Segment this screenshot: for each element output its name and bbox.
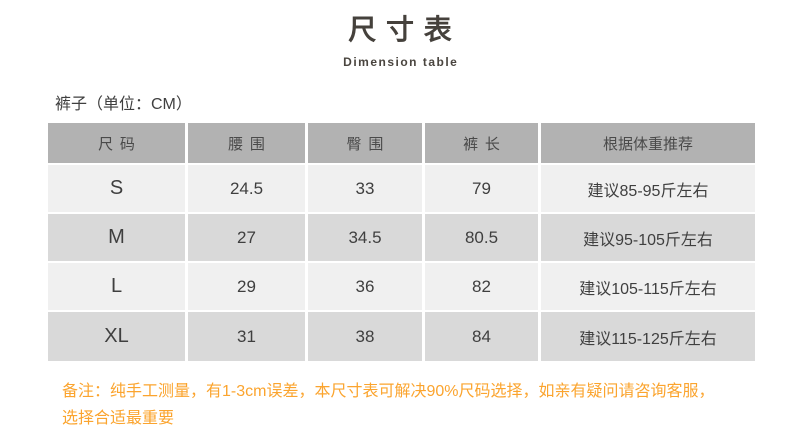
- cell-recommendation: 建议105-115斤左右: [541, 263, 755, 313]
- cell-length: 79: [425, 165, 541, 215]
- col-header-hip: 臀围: [308, 123, 425, 166]
- cell-length: 82: [425, 263, 541, 313]
- table-row-m: M 27 34.5 80.5 建议95-105斤左右: [48, 214, 755, 264]
- col-header-waist: 腰围: [188, 123, 308, 166]
- cell-hip: 38: [308, 312, 425, 362]
- page-title: 尺寸表: [348, 14, 462, 45]
- cell-hip: 33: [308, 165, 425, 215]
- unit-label: 裤子（单位：CM）: [55, 96, 192, 114]
- size-table-header: 尺码 腰围 臀围 裤长 根据体重推荐: [48, 123, 755, 166]
- note-line-2: 选择合适最重要: [62, 410, 175, 428]
- cell-waist: 27: [188, 214, 308, 264]
- note-line-1: 备注：纯手工测量，有1-3cm误差，本尺寸表可解决90%尺码选择，如亲有疑问请咨…: [62, 383, 715, 401]
- page-header: 尺寸表 Dimension table: [0, 0, 800, 69]
- cell-size: M: [48, 214, 188, 264]
- cell-recommendation: 建议85-95斤左右: [541, 165, 755, 215]
- note-text: 备注：纯手工测量，有1-3cm误差，本尺寸表可解决90%尺码选择，如亲有疑问请咨…: [62, 378, 742, 432]
- cell-hip: 34.5: [308, 214, 425, 264]
- table-row-s: S 24.5 33 79 建议85-95斤左右: [48, 165, 755, 215]
- table-row-xl: XL 31 38 84 建议115-125斤左右: [48, 312, 755, 362]
- size-table-body: S 24.5 33 79 建议85-95斤左右 M 27 34.5 80.5 建…: [48, 165, 755, 362]
- table-row-l: L 29 36 82 建议105-115斤左右: [48, 263, 755, 313]
- col-header-size: 尺码: [48, 123, 188, 166]
- cell-size: L: [48, 263, 188, 313]
- col-header-length: 裤长: [425, 123, 541, 166]
- cell-size: XL: [48, 312, 188, 362]
- cell-waist: 24.5: [188, 165, 308, 215]
- cell-length: 84: [425, 312, 541, 362]
- cell-size: S: [48, 165, 188, 215]
- size-table: 尺码 腰围 臀围 裤长 根据体重推荐 S 24.5 33 79 建议85-95斤…: [48, 123, 755, 362]
- col-header-weight-recommendation: 根据体重推荐: [541, 123, 755, 166]
- cell-recommendation: 建议115-125斤左右: [541, 312, 755, 362]
- cell-waist: 31: [188, 312, 308, 362]
- cell-waist: 29: [188, 263, 308, 313]
- cell-hip: 36: [308, 263, 425, 313]
- header-row: 尺码 腰围 臀围 裤长 根据体重推荐: [48, 123, 755, 166]
- cell-length: 80.5: [425, 214, 541, 264]
- page-subtitle: Dimension table: [343, 55, 459, 70]
- cell-recommendation: 建议95-105斤左右: [541, 214, 755, 264]
